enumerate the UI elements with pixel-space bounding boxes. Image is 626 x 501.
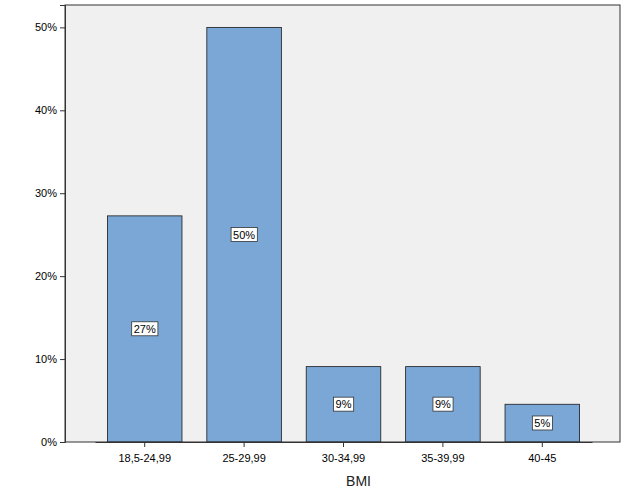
plot-background bbox=[65, 5, 620, 442]
x-tick-mark bbox=[343, 442, 344, 447]
data-label: 9% bbox=[433, 397, 453, 411]
data-label-text: 50% bbox=[233, 229, 255, 241]
bar bbox=[107, 216, 182, 442]
data-label: 27% bbox=[132, 322, 158, 336]
y-tick: 50% bbox=[35, 21, 65, 33]
y-tick-mark bbox=[60, 193, 65, 194]
data-label: 50% bbox=[231, 228, 257, 242]
x-tick-mark bbox=[144, 442, 145, 447]
data-label: 5% bbox=[532, 416, 552, 430]
data-label-box bbox=[334, 397, 354, 411]
y-axis: 0% 10% 20% 30% 40% 50% bbox=[35, 6, 66, 449]
y-tick: 0% bbox=[41, 436, 65, 448]
x-tick-mark bbox=[542, 442, 543, 447]
x-tick-label: 40-45 bbox=[528, 452, 556, 464]
x-tick: 35-39,99 bbox=[421, 442, 464, 464]
y-axis-line bbox=[60, 6, 66, 443]
data-label-box bbox=[231, 228, 257, 242]
chart: 0% 10% 20% 30% 40% 50% 18,5-24,99 25-29,99 30-34… bbox=[0, 0, 626, 501]
x-tick-label: 25-29,99 bbox=[222, 452, 265, 464]
y-tick-mark bbox=[60, 27, 65, 28]
y-tick-label: 40% bbox=[35, 104, 57, 116]
x-tick: 25-29,99 bbox=[222, 442, 265, 464]
data-label-text: 27% bbox=[134, 323, 156, 335]
x-tick-mark bbox=[442, 442, 443, 447]
x-tick-label: 35-39,99 bbox=[421, 452, 464, 464]
y-tick-mark bbox=[60, 442, 65, 443]
x-tick: 30-34,99 bbox=[322, 442, 365, 464]
y-tick: 20% bbox=[35, 270, 65, 282]
y-tick-label: 50% bbox=[35, 21, 57, 33]
data-label-text: 9% bbox=[435, 398, 451, 410]
y-tick-label: 0% bbox=[41, 436, 57, 448]
y-tick-mark bbox=[60, 276, 65, 277]
data-label-text: 5% bbox=[534, 417, 550, 429]
bars bbox=[107, 27, 579, 442]
x-tick-mark bbox=[244, 442, 245, 447]
y-tick: 10% bbox=[35, 353, 65, 365]
y-tick-mark bbox=[60, 359, 65, 360]
plot-frame bbox=[65, 5, 620, 442]
y-tick-label: 30% bbox=[35, 187, 57, 199]
bar bbox=[406, 367, 481, 442]
y-tick: 30% bbox=[35, 187, 65, 199]
data-label: 9% bbox=[334, 397, 354, 411]
data-label-box bbox=[532, 416, 552, 430]
x-axis-title: BMI bbox=[346, 473, 371, 489]
data-label-box bbox=[132, 322, 158, 336]
bar bbox=[306, 367, 381, 442]
x-tick: 40-45 bbox=[528, 442, 556, 464]
x-tick-label: 18,5-24,99 bbox=[118, 452, 171, 464]
data-label-text: 9% bbox=[336, 398, 352, 410]
x-tick: 18,5-24,99 bbox=[118, 442, 171, 464]
bar bbox=[207, 27, 282, 442]
x-axis: 18,5-24,99 25-29,99 30-34,99 35-39,99 40-45 bbox=[96, 442, 593, 464]
y-tick-mark bbox=[60, 110, 65, 111]
x-tick-label: 30-34,99 bbox=[322, 452, 365, 464]
data-label-box bbox=[433, 397, 453, 411]
data-labels: 27% 50% 9% 9% 5% bbox=[132, 228, 553, 430]
y-tick: 40% bbox=[35, 104, 65, 116]
bar bbox=[505, 404, 580, 442]
y-tick-label: 20% bbox=[35, 270, 57, 282]
y-tick-label: 10% bbox=[35, 353, 57, 365]
